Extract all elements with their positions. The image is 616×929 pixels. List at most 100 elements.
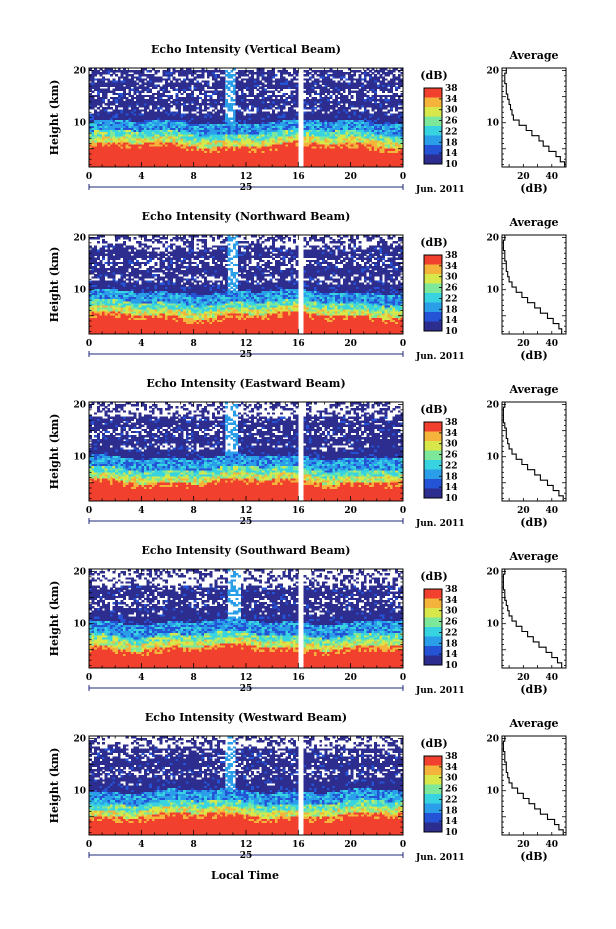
beam-panel-0: Echo Intensity (Vertical Beam) 10 20 Height… (48, 43, 567, 195)
profile-line (502, 569, 563, 668)
profile-line (502, 402, 564, 501)
profile-x-tick-label: 40 (546, 673, 559, 683)
colorbar-tick-label: 38 (445, 418, 458, 428)
colorbar-tick-label: 14 (445, 650, 458, 660)
colorbar-unit: (dB) (420, 570, 447, 583)
colorbar-tick-label: 34 (445, 763, 458, 773)
day-label: 25 (240, 851, 253, 861)
colorbar-tick-label: 22 (445, 795, 458, 805)
x-tick-label: 20 (344, 840, 357, 850)
profile-y-tick-label: 10 (486, 286, 499, 296)
colorbar-tick-label: 26 (445, 785, 458, 795)
x-tick-label: 4 (138, 172, 144, 182)
colorbar-tick-label: 10 (445, 661, 458, 671)
month-label: Jun. 2011 (415, 185, 465, 195)
colorbar-tick-label: 26 (445, 451, 458, 461)
x-tick-label: 0 (86, 673, 92, 683)
colorbar-tick-label: 14 (445, 149, 458, 159)
profile-y-tick-label: 10 (486, 787, 499, 797)
colorbar-tick-label: 34 (445, 95, 458, 105)
x-tick-label: 0 (400, 673, 406, 683)
average-profile: Average 10 20 20 40(dB) (486, 216, 567, 362)
x-tick-label: 16 (292, 172, 305, 182)
average-profile: Average 10 20 20 40(dB) (486, 383, 567, 529)
y-tick-label: 10 (73, 620, 86, 630)
x-tick-label: 0 (400, 840, 406, 850)
data-gap (299, 402, 303, 501)
colorbar-tick-label: 38 (445, 752, 458, 762)
profile-title: Average (508, 550, 558, 563)
panel-title: Echo Intensity (Southward Beam) (142, 544, 351, 557)
colorbar (424, 756, 442, 833)
colorbar (424, 589, 442, 666)
colorbar-unit: (dB) (420, 403, 447, 416)
y-axis-label: Height (km) (48, 247, 61, 323)
y-axis-label: Height (km) (48, 581, 61, 657)
x-tick-label: 20 (344, 673, 357, 683)
profile-xlabel: (dB) (520, 516, 547, 529)
colorbar-tick-label: 26 (445, 618, 458, 628)
x-tick-label: 4 (138, 673, 144, 683)
y-axis-label: Height (km) (48, 748, 61, 824)
colorbar-tick-label: 10 (445, 828, 458, 838)
colorbar-tick-label: 18 (445, 639, 458, 649)
colorbar-tick-label: 30 (445, 607, 458, 617)
y-axis-label: Height (km) (48, 80, 61, 156)
y-tick-label: 20 (73, 568, 86, 578)
profile-title: Average (508, 49, 558, 62)
profile-xlabel: (dB) (520, 683, 547, 696)
colorbar-unit: (dB) (420, 737, 447, 750)
average-profile: Average 10 20 20 40(dB) (486, 717, 567, 863)
colorbar-tick-label: 30 (445, 273, 458, 283)
panel-title: Echo Intensity (Eastward Beam) (146, 377, 345, 390)
profile-y-tick-label: 10 (486, 453, 499, 463)
x-tick-label: 4 (138, 339, 144, 349)
x-tick-label: 12 (240, 339, 253, 349)
heatmap-cells (89, 402, 404, 502)
profile-x-tick-label: 20 (517, 339, 530, 349)
y-tick-label: 10 (73, 119, 86, 129)
day-label: 25 (240, 183, 253, 193)
x-tick-label: 12 (240, 840, 253, 850)
profile-y-tick-label: 20 (486, 568, 499, 578)
profile-y-tick-label: 10 (486, 119, 499, 129)
x-tick-label: 4 (138, 840, 144, 850)
x-tick-label: 0 (86, 172, 92, 182)
profile-line (502, 736, 564, 835)
data-gap (299, 68, 303, 167)
profile-xlabel: (dB) (520, 850, 547, 863)
beam-panel-3: Echo Intensity (Southward Beam) 10 20 Heigh… (48, 544, 567, 696)
colorbar-tick-label: 18 (445, 138, 458, 148)
x-tick-label: 20 (344, 172, 357, 182)
x-tick-label: 8 (191, 840, 197, 850)
data-gap (299, 235, 303, 334)
x-tick-label: 0 (400, 339, 406, 349)
colorbar-tick-label: 30 (445, 440, 458, 450)
x-tick-label: 0 (400, 506, 406, 516)
x-tick-label: 8 (191, 172, 197, 182)
x-tick-label: 8 (191, 339, 197, 349)
colorbar-tick-label: 30 (445, 774, 458, 784)
day-label: 25 (240, 684, 253, 694)
colorbar-tick-label: 18 (445, 472, 458, 482)
y-tick-label: 10 (73, 787, 86, 797)
x-tick-label: 16 (292, 339, 305, 349)
colorbar-tick-label: 18 (445, 305, 458, 315)
profile-x-tick-label: 40 (546, 172, 559, 182)
beam-panel-1: Echo Intensity (Northward Beam) 10 20 Heigh… (48, 210, 567, 362)
x-tick-label: 0 (86, 506, 92, 516)
profile-line (504, 68, 566, 167)
month-label: Jun. 2011 (415, 853, 465, 863)
heatmap-cells (89, 68, 404, 168)
profile-line (502, 235, 563, 334)
average-profile: Average 10 20 20 40(dB) (486, 550, 567, 696)
colorbar-tick-label: 30 (445, 106, 458, 116)
colorbar-tick-label: 14 (445, 817, 458, 827)
day-label: 25 (240, 350, 253, 360)
heatmap-cells (89, 736, 404, 836)
x-tick-label: 20 (344, 339, 357, 349)
y-tick-label: 20 (73, 401, 86, 411)
colorbar-tick-label: 34 (445, 262, 458, 272)
data-gap (299, 736, 303, 835)
x-tick-label: 12 (240, 172, 253, 182)
